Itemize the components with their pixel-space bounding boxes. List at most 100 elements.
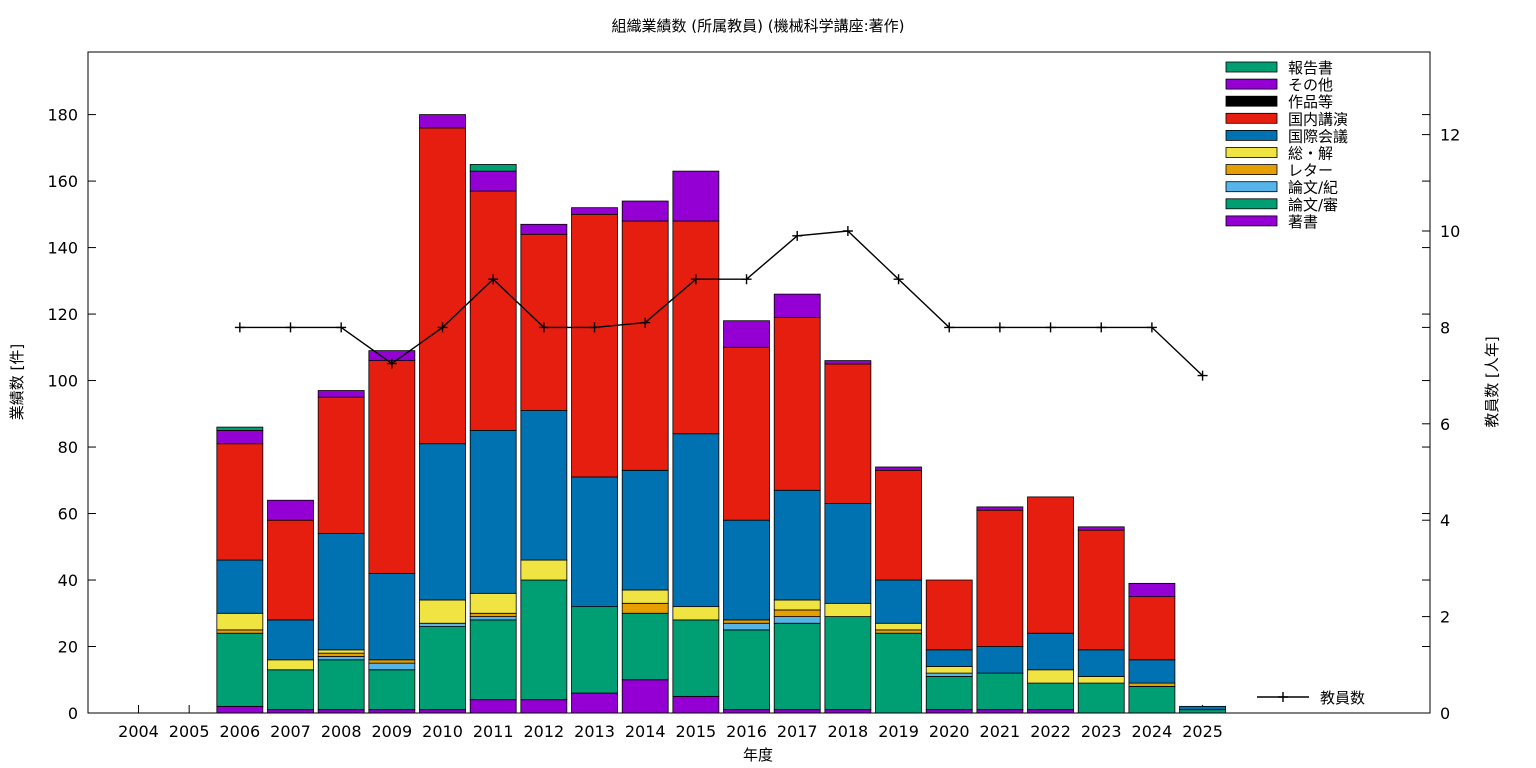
bar-segment [469, 430, 517, 594]
legend-swatch [1225, 95, 1278, 107]
bar-segment [723, 346, 770, 521]
chart-title: 組織業績数 (所属教員) (機械科学講座:著作) [612, 17, 905, 35]
bar-segment [875, 629, 922, 634]
y2-tick-label: 10 [1440, 222, 1460, 241]
legend-label: 作品等 [1288, 93, 1333, 111]
legend-swatch [1225, 181, 1278, 193]
axes-group: 0 20 40 60 80 100 120 140 160 180 0 2 4 6 8 10 12 2004 200… [47, 106, 1460, 741]
bar-segment [216, 612, 264, 631]
bar-segment [875, 622, 922, 631]
legend-swatch [1225, 129, 1278, 141]
bar-segment [1027, 682, 1074, 711]
bar-segment [1179, 705, 1226, 711]
bar-segment [317, 652, 365, 657]
y2-tick-label: 6 [1440, 415, 1450, 434]
bars-group [216, 114, 1226, 714]
bar-segment [773, 293, 821, 318]
bar-segment [976, 672, 1024, 711]
bar-segment [267, 519, 314, 621]
bar-segment [976, 646, 1024, 674]
legend-swatch [1225, 147, 1278, 158]
x-tick-label: 2021 [980, 722, 1021, 741]
x-tick-label: 2010 [422, 722, 463, 741]
bar-segment [925, 649, 973, 667]
bar-segment [317, 396, 365, 534]
bar-segment [824, 503, 872, 604]
bar-segment [621, 469, 669, 591]
faculty-point [1096, 322, 1107, 333]
bar-segment [469, 190, 517, 431]
bar-segment [571, 213, 618, 478]
bar-segment [1077, 682, 1125, 714]
faculty-point [589, 322, 600, 333]
x-tick-label: 2019 [878, 722, 919, 741]
bar-segment [976, 506, 1024, 511]
bar-segment [368, 662, 416, 671]
bar-segment [824, 602, 872, 617]
y-tick-label: 100 [47, 372, 78, 391]
bar-segment [267, 669, 314, 711]
bar-segment [571, 476, 618, 608]
x-tick-label: 2016 [726, 722, 767, 741]
y2-tick-label: 2 [1440, 608, 1450, 627]
faculty-line-group [234, 226, 1208, 381]
bar-segment [621, 612, 669, 681]
legend-swatch [1225, 198, 1278, 210]
bar-segment [621, 602, 669, 614]
bar-segment [1077, 676, 1125, 684]
x-tick-label: 2004 [118, 722, 159, 741]
bar-segment [267, 619, 314, 661]
bar-segment [317, 659, 365, 711]
bar-segment [773, 609, 821, 617]
bar-segment [1077, 649, 1125, 677]
legend-line-label: 教員数 [1320, 689, 1365, 707]
bar-segment [875, 579, 922, 624]
faculty-point [893, 274, 904, 285]
bar-segment [469, 699, 517, 714]
faculty-point [741, 274, 752, 285]
bar-segment [419, 599, 466, 624]
y-tick-label: 160 [47, 172, 78, 191]
faculty-point [842, 226, 853, 236]
x-tick-label: 2012 [524, 722, 565, 741]
faculty-point [285, 322, 296, 333]
bar-segment [672, 606, 720, 621]
faculty-point [1146, 322, 1157, 333]
bar-segment [875, 469, 922, 581]
bar-segment [469, 164, 517, 172]
x-tick-label: 2023 [1081, 722, 1122, 741]
bar-segment [419, 626, 466, 711]
faculty-line [239, 230, 1204, 377]
bar-segment [419, 622, 466, 627]
y-tick-label: 120 [47, 305, 78, 324]
bar-segment [317, 656, 365, 661]
bar-segment [672, 433, 720, 608]
x-tick-label: 2011 [473, 722, 514, 741]
bar-segment [368, 659, 416, 664]
y2-axis-label: 教員数 [人年] [1483, 336, 1501, 427]
bar-segment [216, 443, 264, 561]
bar-segment [267, 499, 314, 521]
bar-segment [520, 559, 568, 581]
bar-segment [773, 622, 821, 711]
bar-segment [520, 233, 568, 411]
x-tick-label: 2007 [270, 722, 311, 741]
y-axis-label: 業績数 [件] [8, 344, 26, 420]
bar-segment [216, 426, 264, 431]
bar-segment [571, 207, 618, 215]
bar-segment [520, 223, 568, 235]
x-tick-label: 2009 [371, 722, 412, 741]
bar-segment [469, 592, 517, 614]
bar-segment [520, 410, 568, 561]
bar-segment [672, 695, 720, 714]
y-tick-label: 20 [58, 638, 78, 657]
y2-tick-label: 8 [1440, 318, 1450, 337]
y-tick-label: 40 [58, 571, 78, 590]
faculty-point [1197, 370, 1208, 381]
bar-segment [824, 616, 872, 711]
faculty-point [1045, 322, 1056, 333]
legend-label: 国内講演 [1288, 110, 1348, 128]
y-tick-label: 0 [68, 704, 78, 723]
